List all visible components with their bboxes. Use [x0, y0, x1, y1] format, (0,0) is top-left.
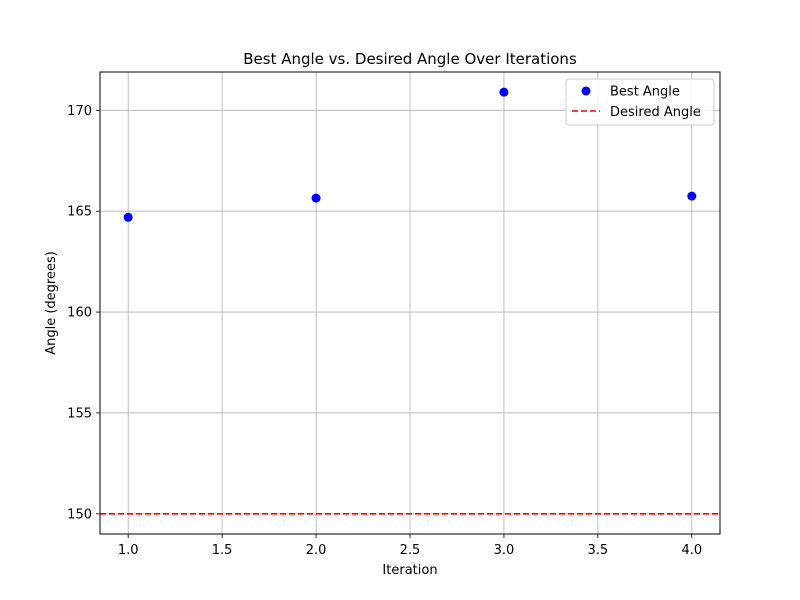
legend-label-best-angle: Best Angle: [610, 85, 680, 100]
y-tick-label: 160: [67, 306, 92, 321]
x-tick-label: 1.0: [118, 543, 139, 558]
x-tick-label: 2.0: [306, 543, 327, 558]
legend: Best Angle Desired Angle: [565, 78, 715, 126]
y-axis-label: Angle (degrees): [44, 251, 59, 355]
best-angle-point: [499, 87, 509, 97]
y-tick-label: 170: [67, 104, 92, 119]
x-tick-label: 2.5: [400, 543, 421, 558]
legend-box: [565, 78, 715, 126]
x-tick-label: 3.5: [588, 543, 609, 558]
y-tick-label: 155: [67, 406, 92, 421]
y-axis-ticks: 150 155 160 165 170: [67, 104, 100, 522]
chart-title: Best Angle vs. Desired Angle Over Iterat…: [243, 50, 577, 68]
best-angle-point: [123, 212, 133, 222]
x-axis-label: Iteration: [382, 563, 437, 578]
x-axis-ticks: 1.0 1.5 2.0 2.5 3.0 3.5 4.0: [118, 534, 702, 558]
legend-label-desired-angle: Desired Angle: [610, 105, 701, 120]
x-tick-label: 3.0: [494, 543, 515, 558]
legend-marker-best-angle: [581, 86, 591, 96]
best-angle-points: [123, 87, 697, 222]
grid: [100, 72, 720, 534]
x-tick-label: 1.5: [212, 543, 233, 558]
x-tick-label: 4.0: [681, 543, 702, 558]
best-angle-point: [311, 193, 321, 203]
y-tick-label: 165: [67, 205, 92, 220]
best-angle-point: [687, 191, 697, 201]
y-tick-label: 150: [67, 507, 92, 522]
